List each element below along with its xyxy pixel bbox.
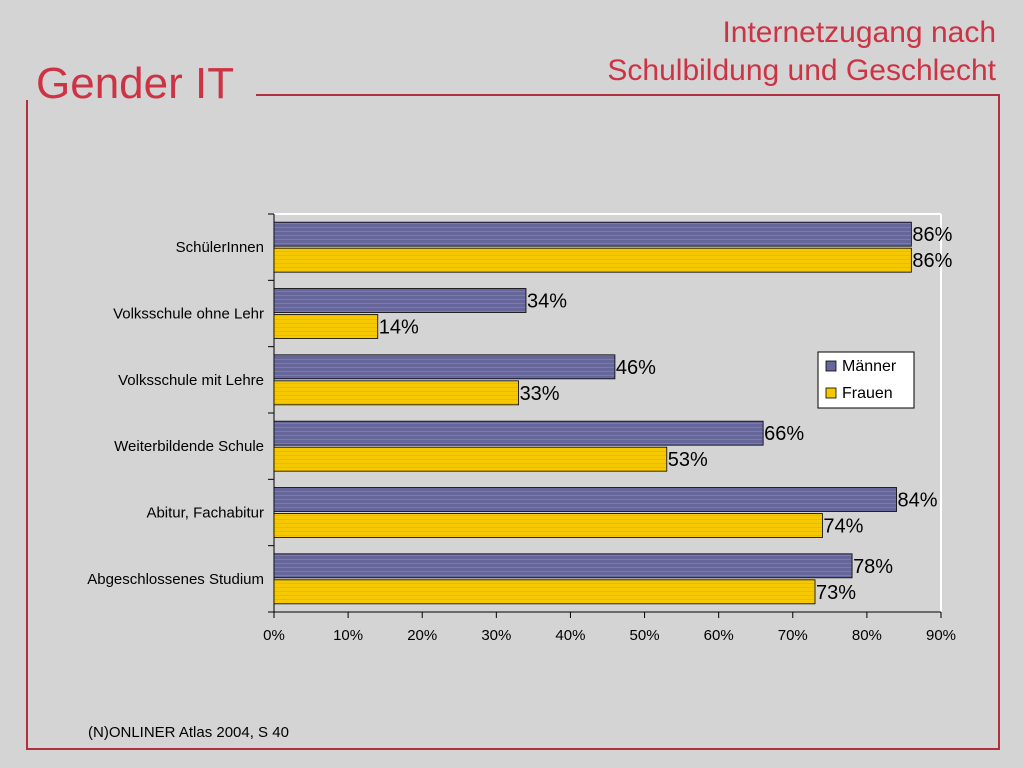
bar-maenner [273, 487, 897, 512]
x-tick-label: 30% [481, 627, 511, 644]
legend-label-frauen: Frauen [842, 385, 893, 402]
bar-maenner [273, 288, 527, 313]
data-label-frauen: 14% [379, 317, 419, 339]
bar-maenner [273, 420, 764, 446]
data-label-maenner: 46% [616, 357, 656, 379]
category-label: Volksschule ohne Lehr [113, 306, 264, 323]
category-label: Abgeschlossenes Studium [87, 571, 264, 588]
x-tick-label: 10% [333, 627, 363, 644]
frame-top-rule [256, 94, 1000, 96]
slide-subtitle: Internetzugang nach Schulbildung und Ges… [607, 14, 996, 90]
data-label-frauen: 73% [816, 582, 856, 604]
data-label-frauen: 33% [520, 383, 560, 405]
slide-title: Gender IT [36, 59, 235, 108]
bar-frauen [273, 579, 816, 605]
x-tick-label: 80% [852, 627, 882, 644]
data-label-frauen: 86% [912, 250, 952, 272]
bar-maenner [273, 553, 853, 579]
x-tick-label: 70% [778, 627, 808, 644]
x-tick-label: 60% [704, 627, 734, 644]
legend-label-maenner: Männer [842, 358, 897, 375]
bar-maenner [273, 354, 616, 380]
category-label: Abitur, Fachabitur [146, 505, 264, 522]
data-label-maenner: 34% [527, 291, 567, 313]
data-label-frauen: 53% [668, 449, 708, 471]
category-label: Weiterbildende Schule [114, 438, 264, 455]
category-label: Volksschule mit Lehre [118, 372, 264, 389]
bar-maenner [273, 221, 912, 247]
frame-bottom-rule [26, 748, 1000, 750]
frame-left-rule [26, 100, 28, 750]
x-tick-label: 50% [630, 627, 660, 644]
x-tick-label: 90% [926, 627, 956, 644]
bar-frauen [273, 513, 823, 538]
frame-right-rule [998, 94, 1000, 750]
x-tick-label: 20% [407, 627, 437, 644]
legend-swatch-maenner [825, 360, 837, 372]
source-note: (N)ONLINER Atlas 2004, S 40 [88, 724, 289, 741]
bar-frauen [273, 446, 668, 472]
data-label-maenner: 66% [764, 423, 804, 445]
data-label-maenner: 78% [853, 556, 893, 578]
category-label: SchülerInnen [176, 239, 264, 256]
subtitle-line-1: Internetzugang nach [722, 16, 996, 49]
data-label-maenner: 86% [912, 224, 952, 246]
bar-frauen [273, 380, 519, 406]
subtitle-line-2: Schulbildung und Geschlecht [607, 54, 996, 87]
bar-frauen [273, 247, 912, 273]
data-label-frauen: 74% [823, 516, 863, 538]
data-label-maenner: 84% [898, 490, 938, 512]
x-tick-label: 40% [555, 627, 585, 644]
bar-frauen [273, 314, 379, 339]
legend-swatch-frauen [825, 387, 837, 399]
x-tick-label: 0% [263, 627, 285, 644]
